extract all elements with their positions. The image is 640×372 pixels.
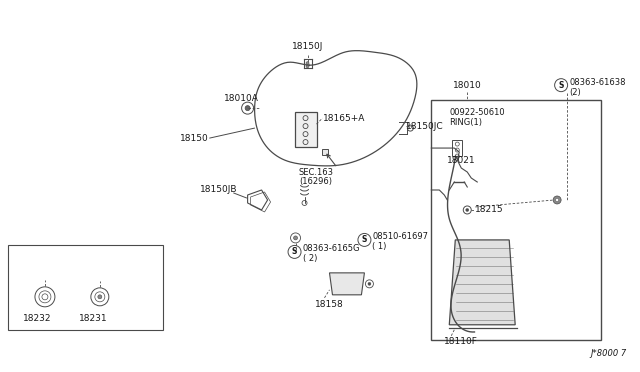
Text: SEC.163: SEC.163 (298, 168, 333, 177)
Text: 00922-50610: 00922-50610 (449, 108, 505, 117)
Text: 18010: 18010 (453, 81, 482, 90)
Text: 18150JB: 18150JB (200, 186, 237, 195)
Text: S: S (362, 235, 367, 244)
Text: (2): (2) (569, 88, 581, 97)
Bar (431, 100, 601, 340)
Text: ( 2): ( 2) (303, 254, 317, 263)
Text: 18215: 18215 (476, 205, 504, 215)
Text: 18150J: 18150J (292, 42, 323, 51)
Circle shape (368, 282, 371, 285)
Circle shape (556, 199, 559, 202)
Polygon shape (449, 240, 515, 325)
Bar (452, 140, 462, 156)
Circle shape (306, 65, 309, 68)
Bar (294, 112, 317, 147)
Circle shape (245, 106, 250, 110)
Text: J*8000 7: J*8000 7 (591, 349, 627, 358)
Circle shape (466, 208, 468, 211)
Polygon shape (330, 273, 364, 295)
Text: 18021: 18021 (447, 155, 476, 164)
Text: 18232: 18232 (22, 314, 51, 323)
Circle shape (553, 196, 561, 204)
Bar (323, 149, 328, 155)
Text: ( 1): ( 1) (372, 243, 387, 251)
Text: (16296): (16296) (299, 177, 332, 186)
Text: 18010A: 18010A (223, 94, 259, 103)
Circle shape (306, 62, 309, 65)
Text: RING(1): RING(1) (449, 118, 483, 127)
Text: 18165+A: 18165+A (323, 113, 365, 123)
Bar (8, 245, 163, 330)
Text: S: S (559, 81, 564, 90)
Text: S: S (292, 247, 297, 256)
Text: 18150JC: 18150JC (406, 122, 444, 131)
Text: 18158: 18158 (314, 300, 343, 309)
Text: 08510-61697: 08510-61697 (372, 232, 428, 241)
Text: 18150: 18150 (180, 134, 209, 142)
Text: 08363-6165G: 08363-6165G (303, 244, 360, 253)
Circle shape (294, 236, 298, 240)
Circle shape (98, 295, 102, 299)
Text: 18110F: 18110F (444, 337, 478, 346)
Text: 08363-61638: 08363-61638 (569, 78, 626, 87)
Text: 18231: 18231 (79, 314, 107, 323)
